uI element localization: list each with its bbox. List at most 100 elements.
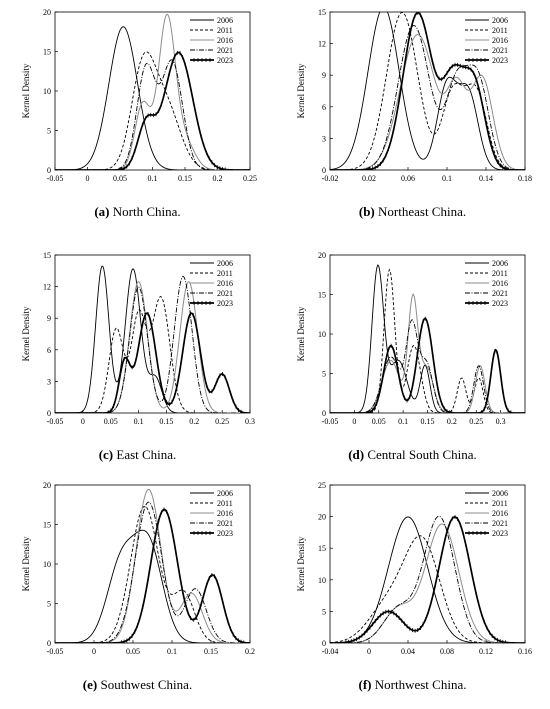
series-line-2021 — [330, 25, 525, 170]
legend-label-2011: 2011 — [217, 499, 233, 508]
plot-frame — [54, 254, 251, 414]
y-axis-label: Kernel Density — [21, 63, 31, 118]
series-line-2021 — [55, 501, 250, 643]
legend-label-2021: 2021 — [492, 289, 508, 298]
x-axis: -0.05 0 0.05 0.1 0.15 0.2 — [47, 640, 255, 656]
series-group — [330, 12, 525, 170]
x-tick-label: -0.05 — [47, 417, 64, 426]
legend-label-2006: 2006 — [217, 259, 233, 268]
y-axis-label: Kernel Density — [296, 63, 306, 118]
y-tick-label: 0 — [322, 639, 326, 648]
series-line-2021 — [330, 515, 525, 643]
y-tick-label: 10 — [43, 560, 51, 569]
x-tick-label: 0.2 — [213, 174, 223, 183]
panel-southwest-china: -0.05 0 0.05 0.1 0.15 0.2 0 5 10 15 20 Kernel Densi… — [0, 473, 275, 709]
x-tick-label: 0.1 — [167, 647, 177, 656]
y-tick-label: 15 — [318, 291, 326, 300]
y-tick-label: 15 — [318, 544, 326, 553]
x-tick-label: -0.05 — [322, 417, 339, 426]
series-line-2016 — [330, 293, 525, 413]
series-line-2021 — [55, 59, 250, 170]
series-line-2021 — [55, 276, 250, 413]
y-tick-label: 0 — [322, 166, 326, 175]
y-tick-label: 5 — [322, 607, 326, 616]
legend-label-2021: 2021 — [492, 46, 508, 55]
legend-label-2011: 2011 — [492, 499, 508, 508]
y-tick-label: 25 — [318, 481, 326, 490]
series-line-2006 — [330, 12, 525, 170]
x-tick-label: 0.25 — [215, 417, 229, 426]
caption-text: East China. — [113, 447, 177, 462]
x-tick-label: -0.05 — [47, 174, 64, 183]
legend-label-2006: 2006 — [217, 489, 233, 498]
legend-label-2011: 2011 — [492, 26, 508, 35]
series-line-2023 — [330, 317, 525, 413]
y-tick-label: 15 — [43, 251, 51, 260]
x-tick-label: 0 — [367, 647, 371, 656]
series-line-2021 — [330, 319, 525, 413]
y-tick-label: 5 — [47, 127, 51, 136]
legend-label-2016: 2016 — [492, 509, 508, 518]
caption-text: Northeast China. — [374, 204, 467, 219]
x-tick-label: 0.02 — [362, 174, 376, 183]
y-axis: 0 3 6 9 12 15 — [43, 251, 58, 418]
series-line-2011 — [330, 12, 525, 170]
y-tick-label: 12 — [43, 283, 51, 292]
y-tick-label: 15 — [43, 48, 51, 57]
x-tick-label: 0.15 — [204, 647, 218, 656]
plot-frame — [329, 484, 526, 644]
series-line-2016 — [330, 523, 525, 643]
caption-letter: (e) — [82, 677, 98, 692]
x-tick-label: 0.2 — [245, 647, 255, 656]
caption-letter: (b) — [358, 204, 375, 219]
x-tick-label: 0.04 — [401, 647, 415, 656]
legend-label-2021: 2021 — [492, 519, 508, 528]
legend-label-2023: 2023 — [492, 299, 508, 308]
caption-central-south-china: (d) Central South China. — [275, 447, 550, 463]
x-tick-label: 0 — [86, 174, 90, 183]
x-tick-label: 0.15 — [178, 174, 192, 183]
x-tick-label: 0.1 — [398, 417, 408, 426]
y-axis: 0 5 10 15 20 — [43, 481, 58, 648]
x-tick-label: 0.1 — [134, 417, 144, 426]
y-tick-label: 20 — [318, 251, 326, 260]
legend-label-2006: 2006 — [492, 16, 508, 25]
series-line-2023 — [55, 312, 250, 413]
legend-label-2023: 2023 — [217, 299, 233, 308]
x-tick-label: 0.3 — [496, 417, 506, 426]
legend-label-2023: 2023 — [217, 529, 233, 538]
x-tick-label: 0.2 — [447, 417, 457, 426]
legend-label-2011: 2011 — [217, 26, 233, 35]
x-tick-label: 0.1 — [148, 174, 158, 183]
x-axis: -0.04 0 0.04 0.08 0.12 0.16 — [322, 640, 532, 656]
legend-label-2006: 2006 — [217, 16, 233, 25]
y-axis-label: Kernel Density — [21, 536, 31, 591]
x-tick-label: 0.3 — [245, 417, 255, 426]
x-tick-label: 0 — [352, 417, 356, 426]
x-tick-label: 0.18 — [518, 174, 532, 183]
x-tick-label: 0.25 — [243, 174, 257, 183]
series-group — [55, 488, 250, 643]
legend-label-2006: 2006 — [492, 489, 508, 498]
x-tick-label: -0.02 — [322, 174, 339, 183]
y-tick-label: 9 — [47, 314, 51, 323]
legend-label-2011: 2011 — [217, 269, 233, 278]
x-tick-label: 0.05 — [372, 417, 386, 426]
caption-east-china: (c) East China. — [0, 447, 275, 463]
x-tick-label: 0.1 — [442, 174, 452, 183]
y-tick-label: 6 — [322, 103, 326, 112]
caption-letter: (a) — [94, 204, 110, 219]
x-tick-label: 0 — [92, 647, 96, 656]
legend-label-2006: 2006 — [492, 259, 508, 268]
x-tick-label: 0.14 — [479, 174, 493, 183]
legend-label-2011: 2011 — [492, 269, 508, 278]
series-line-2011 — [55, 296, 250, 413]
x-tick-label: 0.16 — [518, 647, 532, 656]
panel-northwest-china: -0.04 0 0.04 0.08 0.12 0.16 0 5 10 15 20 25 Kernel D… — [275, 473, 550, 709]
caption-text: Southwest China. — [97, 677, 193, 692]
x-tick-label: 0.15 — [421, 417, 435, 426]
chart-east-china: -0.05 0 0.05 0.1 0.15 0.2 0.25 0.303691215Kerne… — [21, 251, 255, 426]
